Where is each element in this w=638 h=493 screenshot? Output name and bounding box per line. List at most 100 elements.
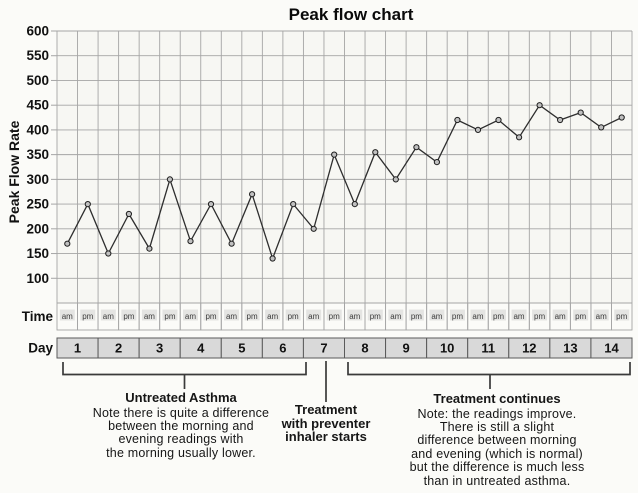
ampm-highlight: [470, 309, 486, 321]
annotation-treatment-start-title: Treatment with preventer inhaler starts: [281, 402, 371, 444]
ampm-label: pm: [370, 312, 381, 321]
day-number: 4: [197, 341, 205, 356]
day-number: 7: [320, 341, 327, 356]
ampm-highlight: [121, 309, 137, 321]
data-point-day7-pm: [331, 151, 338, 158]
ampm-highlight: [80, 309, 96, 321]
ampm-highlight: [285, 309, 301, 321]
ampm-label: pm: [205, 312, 216, 321]
data-points: [64, 102, 625, 262]
time-row: am pm am pm am pm am pm am pm am pm am pm am pm am pm am pm…: [56, 302, 633, 331]
ampm-highlight: [244, 309, 260, 321]
y-tick-label: 150: [26, 246, 49, 261]
ampm-label: am: [267, 312, 278, 321]
y-axis-title: Peak Flow Rate: [6, 120, 22, 223]
data-point-day11-pm: [495, 116, 502, 124]
day-number: 13: [563, 341, 577, 356]
data-point-day11-am: [474, 126, 482, 133]
annotation-treatment-start: Treatment with preventer inhaler starts: [272, 403, 380, 446]
day-number: 8: [361, 341, 368, 356]
data-point-day2-pm: [125, 210, 132, 218]
ampm-highlight: [224, 309, 240, 321]
data-point-day3-pm: [166, 176, 173, 183]
day-row-label: Day: [28, 341, 53, 356]
ampm-highlight: [491, 309, 507, 321]
ampm-highlight: [429, 309, 445, 321]
ampm-highlight: [449, 309, 465, 321]
data-point-day12-pm: [536, 102, 543, 109]
ampm-highlight: [347, 309, 363, 321]
data-point-day14-pm: [618, 114, 625, 121]
peak-flow-line: [66, 104, 622, 261]
ampm-highlight: [552, 309, 568, 321]
ampm-label: am: [555, 312, 566, 321]
ampm-highlight: [162, 309, 178, 321]
ampm-highlight: [593, 309, 609, 321]
ampm-label: am: [390, 312, 401, 321]
ampm-label: am: [472, 312, 483, 321]
data-point-day5-pm: [249, 191, 256, 198]
day-number: 10: [440, 341, 454, 356]
data-point-day13-pm: [577, 109, 584, 116]
ampm-label: am: [596, 312, 607, 321]
ampm-label: pm: [534, 312, 545, 321]
ampm-label: pm: [123, 312, 134, 321]
ampm-label: pm: [575, 312, 586, 321]
day-row: 1 2 3 4 5 6 7 8 9 10 11 12 13 14: [56, 337, 633, 359]
data-point-day4-pm: [207, 201, 215, 208]
ampm-label: pm: [616, 312, 627, 321]
day-number: 5: [238, 341, 245, 356]
brace-untreated: [62, 362, 307, 389]
ampm-label: pm: [329, 312, 340, 321]
data-point-day6-pm: [290, 201, 297, 208]
day-number: 12: [522, 341, 536, 356]
data-point-day9-am: [392, 176, 399, 183]
ampm-highlight: [511, 309, 527, 321]
y-tick-label: 300: [26, 172, 49, 187]
data-point-day5-am: [228, 240, 235, 247]
data-point-day8-pm: [372, 149, 379, 156]
y-tick-label: 350: [26, 147, 49, 162]
ampm-label: am: [349, 312, 360, 321]
chart-title: Peak flow chart: [288, 5, 414, 24]
day-number: 6: [279, 341, 286, 356]
ampm-highlight: [408, 309, 424, 321]
day-number: 9: [402, 341, 409, 356]
data-point-day1-am: [64, 240, 71, 247]
ampm-label: pm: [493, 312, 504, 321]
data-point-day13-am: [557, 116, 564, 124]
annotation-untreated-body: Note there is quite a difference between…: [92, 405, 270, 460]
y-tick-label: 600: [26, 24, 49, 39]
day-number: 3: [156, 341, 163, 356]
annotation-untreated-asthma: Untreated Asthma Note there is quite a d…: [58, 391, 304, 460]
day-number: 2: [115, 341, 122, 356]
y-axis-labels: 600 550 500 450 400 350 300 250 200 150 100: [26, 24, 57, 286]
ampm-label: am: [308, 312, 319, 321]
ampm-label: am: [431, 312, 442, 321]
ampm-highlight: [265, 309, 281, 321]
data-point-day10-pm: [454, 116, 461, 124]
ampm-highlight: [100, 309, 116, 321]
y-tick-label: 450: [26, 98, 49, 113]
ampm-highlight: [388, 309, 404, 321]
annotation-untreated-title: Untreated Asthma: [125, 390, 237, 405]
ampm-label: pm: [164, 312, 175, 321]
annotation-treatment-continues: Treatment continues Note: the readings i…: [374, 392, 620, 488]
time-row-label: Time: [22, 309, 54, 324]
y-tick-label: 550: [26, 48, 49, 63]
ampm-label: pm: [288, 312, 299, 321]
ampm-label: am: [226, 312, 237, 321]
data-point-day10-am: [433, 159, 440, 166]
y-tick-label: 100: [26, 271, 49, 286]
ampm-highlight: [141, 309, 157, 321]
ampm-label: am: [513, 312, 524, 321]
ampm-label: am: [62, 312, 73, 321]
ampm-label: am: [185, 312, 196, 321]
y-tick-label: 250: [26, 197, 49, 212]
ampm-highlight: [367, 309, 383, 321]
ampm-highlight: [203, 309, 219, 321]
data-point-day14-am: [598, 124, 605, 131]
ampm-highlight: [59, 309, 75, 321]
